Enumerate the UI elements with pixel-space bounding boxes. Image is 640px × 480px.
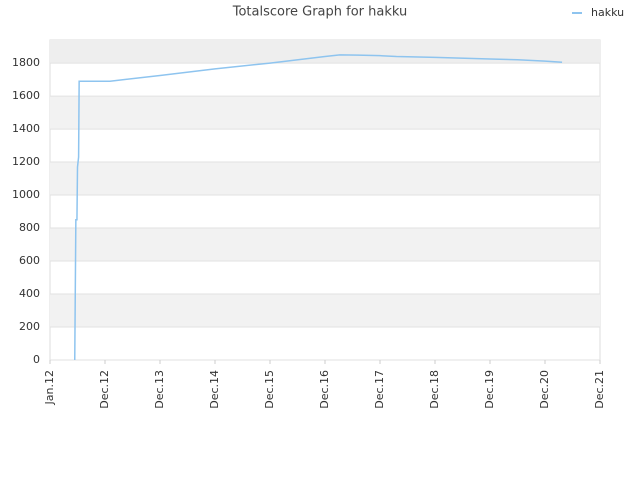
- x-tick-label: Dec.18: [428, 370, 441, 409]
- y-tick-label: 1200: [12, 155, 40, 168]
- x-tick-label: Dec.16: [318, 370, 331, 409]
- grid-band: [50, 96, 600, 130]
- x-tick-label: Dec.17: [373, 370, 386, 409]
- x-tick-label: Dec.21: [593, 370, 606, 409]
- y-tick-label: 1800: [12, 56, 40, 69]
- y-tick-label: 400: [19, 287, 40, 300]
- chart-title: Totalscore Graph for hakku: [232, 5, 408, 20]
- y-tick-label: 0: [33, 353, 40, 366]
- grid-band: [50, 40, 600, 64]
- x-tick-label: Dec.20: [538, 370, 551, 409]
- x-tick-label: Dec.19: [483, 370, 496, 409]
- x-tick-label: Jan.12: [43, 370, 56, 405]
- x-tick-label: Dec.15: [263, 370, 276, 409]
- y-tick-label: 1400: [12, 122, 40, 135]
- grid-band: [50, 162, 600, 196]
- x-tick-label: Dec.14: [208, 370, 221, 409]
- legend-label: hakku: [591, 6, 624, 19]
- grid-band: [50, 294, 600, 328]
- line: [74, 54, 563, 361]
- y-tick-label: 1600: [12, 89, 40, 102]
- y-tick-label: 1000: [12, 188, 40, 201]
- x-tick-label: Dec.12: [98, 370, 111, 409]
- x-tick-label: Dec.13: [153, 370, 166, 409]
- y-tick-label: 200: [19, 320, 40, 333]
- y-tick-label: 600: [19, 254, 40, 267]
- grid-band: [50, 228, 600, 262]
- y-tick-label: 800: [19, 221, 40, 234]
